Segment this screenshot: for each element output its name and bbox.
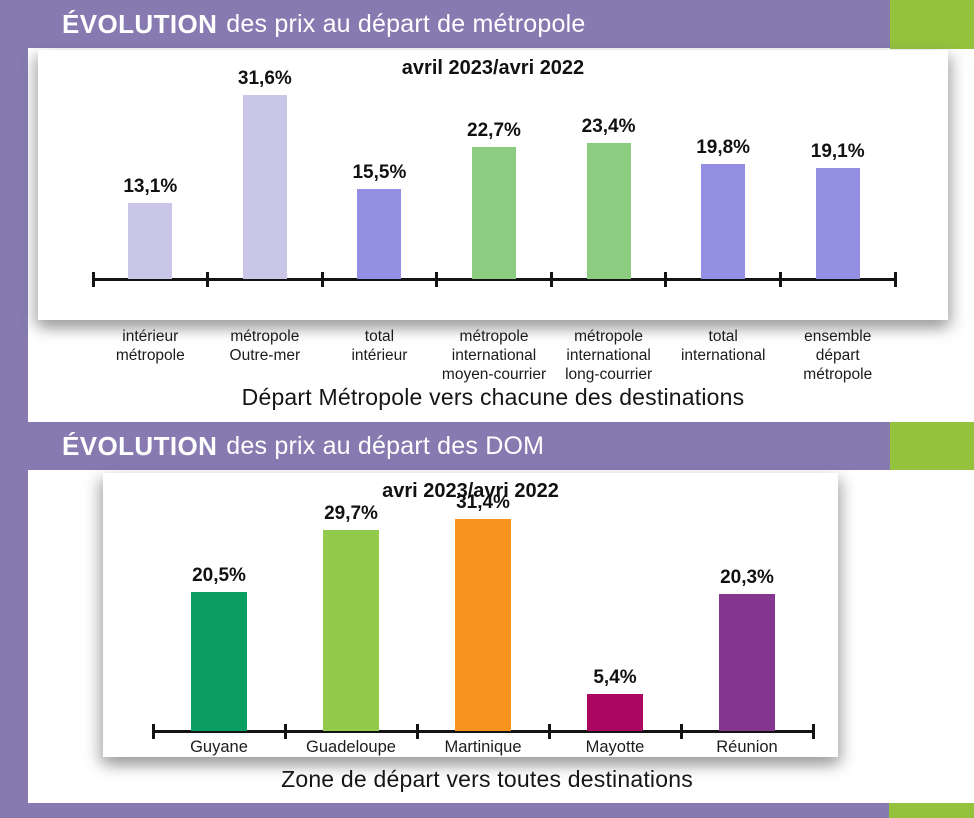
- axis-tick: [664, 272, 668, 287]
- category-label: ensemble départ métropole: [803, 328, 873, 383]
- metropole-category-labels: intérieur métropole métropole Outre-mer to…: [93, 328, 895, 385]
- section-dom-title-rest: des prix au départ des DOM: [226, 431, 545, 460]
- bar-column: 13,1%: [93, 176, 208, 279]
- green-accent-block-middle: [890, 422, 974, 470]
- bar-value-label: 23,4%: [581, 116, 636, 137]
- bar-value-label: 29,7%: [324, 503, 378, 524]
- bar-column: 23,4%: [551, 116, 666, 279]
- axis-tick: [415, 724, 419, 739]
- section-metropole-header: ÉVOLUTION des prix au départ de métropol…: [0, 0, 890, 48]
- bar-value-label: 20,3%: [720, 567, 774, 588]
- bar-value-label: 5,4%: [593, 667, 637, 688]
- dom-chart-card: avri 2023/avri 2022 20,5% 29,7% 31,4% 5,4% 2…: [103, 473, 838, 757]
- dom-category-labels: Guyane Guadeloupe Martinique Mayotte Réunion: [153, 737, 813, 757]
- section-metropole-title-rest: des prix au départ de métropole: [226, 9, 586, 38]
- bar-value-label: 20,5%: [192, 565, 246, 586]
- category-label: métropole international moyen-courrier: [441, 328, 547, 383]
- bar-column: 19,8%: [666, 137, 781, 279]
- axis-tick: [679, 724, 683, 739]
- axis-tick: [435, 272, 439, 287]
- bar-column: 20,5%: [153, 565, 285, 731]
- bar: [815, 168, 860, 279]
- axis-tick: [283, 724, 287, 739]
- bar: [701, 164, 746, 279]
- bar-value-label: 31,6%: [237, 68, 292, 89]
- dom-axis-title: Zone de départ vers toutes destinations: [281, 766, 693, 792]
- bar-value-label: 31,4%: [456, 492, 510, 513]
- bar-column: 5,4%: [549, 667, 681, 731]
- bar-value-label: 19,1%: [810, 141, 865, 162]
- bar-column: 31,4%: [417, 492, 549, 731]
- bar: [719, 594, 775, 731]
- green-accent-block-top: [890, 0, 974, 49]
- axis-tick: [893, 272, 897, 287]
- metropole-chart-subtitle: avril 2023/avri 2022: [401, 57, 585, 79]
- bar-column: 20,3%: [681, 567, 813, 731]
- axis-tick: [549, 272, 553, 287]
- axis-tick: [206, 272, 210, 287]
- bar-column: 22,7%: [437, 120, 552, 279]
- category-label: Réunion: [716, 738, 778, 756]
- bar: [357, 189, 402, 279]
- category-label: métropole international long-courrier: [565, 328, 653, 383]
- category-label: Guadeloupe: [306, 738, 396, 756]
- category-label: intérieur métropole: [115, 328, 185, 364]
- bar-column: 31,6%: [208, 68, 323, 279]
- axis-tick: [91, 272, 95, 287]
- category-label: Guyane: [190, 738, 248, 756]
- bottom-accent-bar: [0, 803, 889, 818]
- axis-tick: [320, 272, 324, 287]
- bar: [242, 95, 287, 279]
- section-dom-header: ÉVOLUTION des prix au départ des DOM: [0, 422, 890, 470]
- bar-value-label: 15,5%: [352, 162, 407, 183]
- bar: [586, 143, 631, 279]
- category-label: Martinique: [444, 738, 522, 756]
- green-accent-block-bottom: [889, 803, 974, 818]
- bar-column: 15,5%: [322, 162, 437, 279]
- bar: [587, 694, 643, 731]
- bar: [455, 519, 511, 731]
- axis-tick: [151, 724, 155, 739]
- axis-tick: [778, 272, 782, 287]
- category-label: total international: [680, 328, 766, 364]
- dom-chart-subtitle: avri 2023/avri 2022: [382, 480, 559, 502]
- metropole-chart-plot: 13,1% 31,6% 15,5% 22,7% 23,4% 19,8% 19,1%: [91, 50, 897, 287]
- dom-chart-plot: 20,5% 29,7% 31,4% 5,4% 20,3%: [151, 473, 815, 739]
- axis-tick: [547, 724, 551, 739]
- bar: [323, 530, 379, 731]
- x-axis-line: [93, 278, 895, 281]
- section-metropole-title-bold: ÉVOLUTION: [62, 8, 218, 39]
- bar-column: 29,7%: [285, 503, 417, 731]
- metropole-chart-card: avril 2023/avri 2022 13,1% 31,6% 15,5% 22,7…: [38, 50, 948, 320]
- x-axis-line: [153, 730, 813, 733]
- category-label: métropole Outre-mer: [229, 328, 301, 364]
- bar-value-label: 13,1%: [123, 176, 178, 197]
- bar: [128, 203, 173, 279]
- metropole-axis-title: Départ Métropole vers chacune des destin…: [241, 384, 745, 410]
- axis-tick: [811, 724, 815, 739]
- bar-value-label: 19,8%: [696, 137, 751, 158]
- category-label: Mayotte: [585, 738, 645, 756]
- bar: [471, 147, 516, 279]
- bar-column: 19,1%: [780, 141, 895, 279]
- category-label: total intérieur: [351, 328, 408, 364]
- bar-value-label: 22,7%: [467, 120, 521, 141]
- section-dom-title-bold: ÉVOLUTION: [62, 430, 218, 461]
- left-accent-strip: [0, 0, 28, 818]
- bar: [191, 592, 247, 731]
